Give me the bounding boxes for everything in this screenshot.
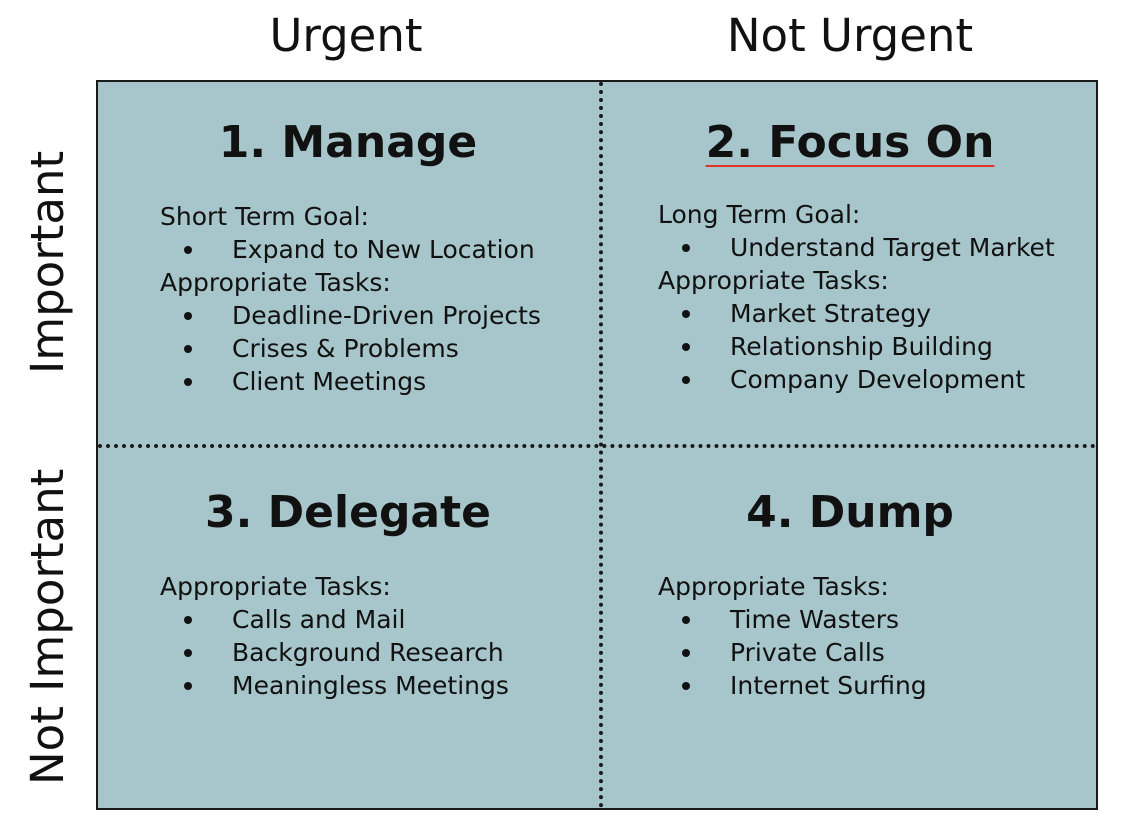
goal-list: Understand Target Market [658, 231, 1055, 264]
task-list: Deadline-Driven Projects Crises & Proble… [160, 299, 541, 398]
list-item: Deadline-Driven Projects [160, 299, 541, 332]
quadrant-title-text: 2. Focus On [705, 117, 995, 168]
list-item: Crises & Problems [160, 332, 541, 365]
quadrant-title: 1. Manage [218, 117, 478, 168]
quadrant-title: 3. Delegate [205, 487, 491, 538]
list-item: Time Wasters [658, 603, 927, 636]
priority-matrix-grid: 1. Manage Short Term Goal: Expand to New… [96, 80, 1098, 810]
list-item: Market Strategy [658, 297, 1055, 330]
row-header-important: Important [21, 150, 74, 374]
list-item: Relationship Building [658, 330, 1055, 363]
list-item: Calls and Mail [160, 603, 509, 636]
goal-label: Long Term Goal: [658, 200, 861, 229]
list-item: Background Research [160, 636, 509, 669]
list-item: Client Meetings [160, 365, 541, 398]
column-header-urgent: Urgent [269, 9, 423, 62]
list-item: Company Development [658, 363, 1055, 396]
list-item: Meaningless Meetings [160, 669, 509, 702]
task-list: Market Strategy Relationship Building Co… [658, 297, 1055, 396]
quadrant-body: Appropriate Tasks: Calls and Mail Backgr… [160, 570, 509, 702]
horizontal-dotted-divider [98, 444, 1096, 448]
quadrant-title: 4. Dump [746, 487, 954, 538]
tasks-label: Appropriate Tasks: [160, 268, 391, 297]
list-item: Private Calls [658, 636, 927, 669]
quadrant-manage: 1. Manage Short Term Goal: Expand to New… [98, 82, 598, 446]
quadrant-body: Short Term Goal: Expand to New Location … [160, 200, 541, 398]
goal-list: Expand to New Location [160, 233, 541, 266]
row-header-not-important: Not Important [21, 468, 74, 786]
tasks-label: Appropriate Tasks: [160, 572, 391, 601]
tasks-label: Appropriate Tasks: [658, 572, 889, 601]
column-header-not-urgent: Not Urgent [726, 9, 974, 62]
task-list: Calls and Mail Background Research Meani… [160, 603, 509, 702]
goal-label: Short Term Goal: [160, 202, 369, 231]
quadrant-body: Appropriate Tasks: Time Wasters Private … [658, 570, 927, 702]
quadrant-title: 2. Focus On [600, 116, 1100, 170]
quadrant-delegate: 3. Delegate Appropriate Tasks: Calls and… [98, 448, 598, 812]
quadrant-body: Long Term Goal: Understand Target Market… [658, 198, 1055, 396]
task-list: Time Wasters Private Calls Internet Surf… [658, 603, 927, 702]
quadrant-dump: 4. Dump Appropriate Tasks: Time Wasters … [600, 448, 1100, 812]
tasks-label: Appropriate Tasks: [658, 266, 889, 295]
list-item: Understand Target Market [658, 231, 1055, 264]
list-item: Internet Surfing [658, 669, 927, 702]
quadrant-focus-on: 2. Focus On Long Term Goal: Understand T… [600, 82, 1100, 446]
list-item: Expand to New Location [160, 233, 541, 266]
